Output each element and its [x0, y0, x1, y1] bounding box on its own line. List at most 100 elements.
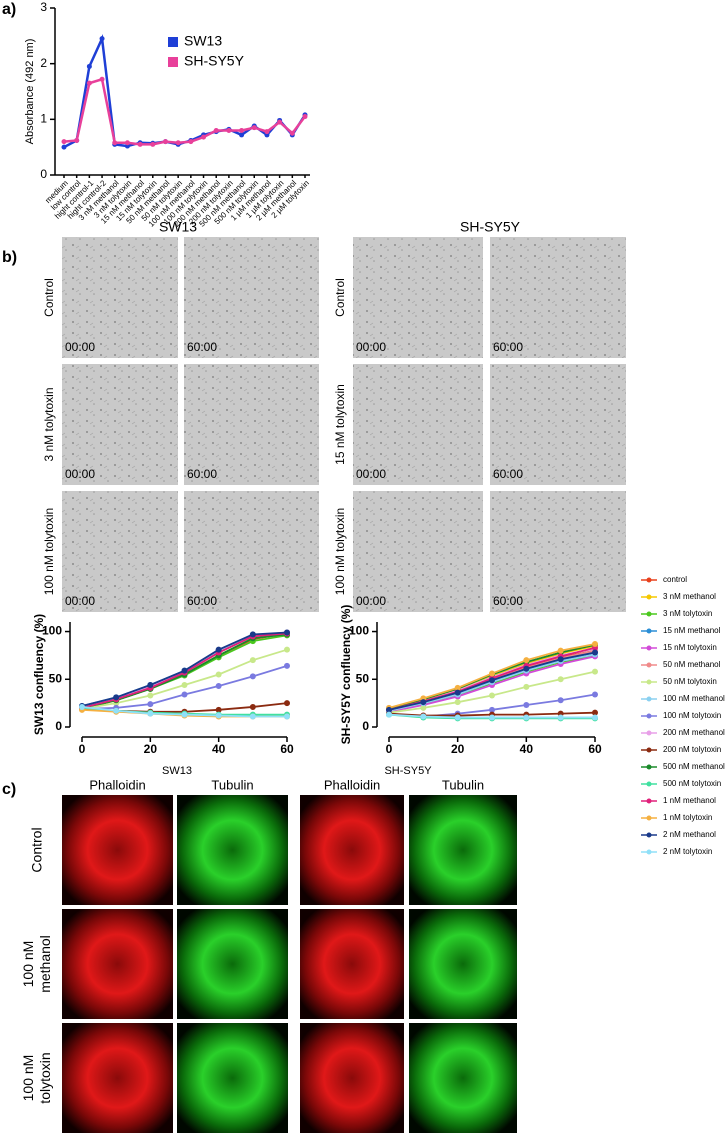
data-point [201, 134, 207, 140]
data-point [86, 63, 92, 69]
legend-label: 500 nM methanol [663, 762, 725, 771]
data-point [147, 682, 154, 688]
y-tick-label: 0 [362, 719, 369, 733]
fluorescence-image [409, 1023, 517, 1133]
micrograph [184, 237, 319, 358]
legend-marker [646, 645, 652, 651]
data-point [523, 657, 530, 664]
legend-label: 50 nM methanol [663, 660, 721, 669]
x-tick-label: 40 [212, 742, 226, 756]
data-point [557, 697, 564, 704]
data-point [557, 647, 564, 654]
data-point [188, 139, 194, 145]
legend-label: 1 nM methanol [663, 796, 716, 805]
micrograph [490, 491, 626, 612]
data-point [249, 673, 256, 680]
row-label: Control [333, 278, 347, 317]
data-point [489, 692, 495, 699]
data-point [420, 713, 427, 720]
fluorescence-image [409, 795, 517, 905]
data-point [277, 119, 283, 125]
fluorescence-image [300, 1023, 404, 1133]
data-point [99, 36, 105, 42]
column-title: SW13 [162, 765, 192, 777]
data-point [454, 689, 461, 696]
data-point [150, 141, 156, 147]
data-point [592, 709, 598, 716]
micrograph [62, 237, 178, 358]
y-tick-label: 0 [55, 719, 62, 733]
fluorescence-image [409, 909, 517, 1019]
data-point [284, 700, 290, 707]
column-title: SH-SY5Y [460, 219, 521, 235]
data-point [251, 125, 257, 131]
panel-label: b) [2, 249, 17, 266]
data-point [147, 692, 154, 699]
micrograph [184, 364, 319, 485]
data-point [181, 691, 188, 698]
column-title: SW13 [159, 219, 197, 235]
data-point [264, 129, 270, 135]
data-point [181, 711, 188, 718]
micrograph [353, 491, 483, 612]
data-point [592, 691, 598, 698]
x-tick-label: 0 [79, 742, 86, 756]
timestamp: 00:00 [65, 594, 95, 608]
data-point [454, 699, 461, 706]
data-point [175, 140, 181, 146]
stain-label: Phalloidin [324, 777, 380, 792]
data-point [99, 76, 105, 82]
timestamp: 60:00 [493, 340, 523, 354]
data-point [112, 140, 118, 146]
data-point [215, 646, 222, 653]
row-label: 15 nM tolytoxin [333, 384, 347, 465]
data-point [523, 665, 530, 672]
data-point [113, 694, 120, 701]
data-point [249, 657, 256, 664]
legend-marker [646, 713, 652, 719]
data-point [284, 662, 290, 669]
data-point [249, 703, 256, 710]
legend-marker [646, 594, 652, 600]
legend-label: 500 nM tolytoxin [663, 779, 721, 788]
y-tick-label: 1 [40, 112, 47, 126]
data-point [61, 139, 67, 145]
data-point [147, 710, 154, 717]
y-axis-label: Absorbance (492 nm) [24, 39, 36, 145]
data-point [74, 137, 80, 143]
timestamp: 00:00 [356, 594, 386, 608]
fluorescence-image [177, 795, 288, 905]
data-point [61, 144, 67, 150]
legend-label: control [663, 575, 687, 584]
data-point [215, 682, 222, 689]
x-tick-label: 40 [520, 742, 534, 756]
micrograph [184, 491, 319, 612]
timestamp: 60:00 [493, 594, 523, 608]
legend-label: SH-SY5Y [184, 53, 245, 69]
data-point [420, 704, 427, 711]
timestamp: 60:00 [187, 467, 217, 481]
legend-label: SW13 [184, 33, 222, 49]
micrograph [62, 491, 178, 612]
data-point [592, 668, 598, 675]
legend-label: 50 nM tolytoxin [663, 677, 717, 686]
timestamp: 60:00 [187, 594, 217, 608]
panel-label: c) [2, 781, 16, 798]
legend-marker [646, 662, 652, 668]
data-point [386, 711, 392, 718]
fluorescence-image [300, 909, 404, 1019]
row-label: 100 nM tolytoxin [42, 508, 56, 595]
x-tick-label: 0 [386, 742, 393, 756]
legend-marker [646, 628, 652, 634]
timestamp: 00:00 [65, 467, 95, 481]
y-tick-label: 3 [40, 0, 47, 14]
data-point [215, 671, 222, 678]
row-label: Control [42, 278, 56, 317]
legend-label: 100 nM tolytoxin [663, 711, 721, 720]
fluorescence-image [300, 795, 404, 905]
data-point [489, 706, 495, 713]
legend-marker [646, 577, 652, 583]
legend-marker [646, 815, 652, 821]
y-tick-label: 100 [349, 624, 369, 638]
